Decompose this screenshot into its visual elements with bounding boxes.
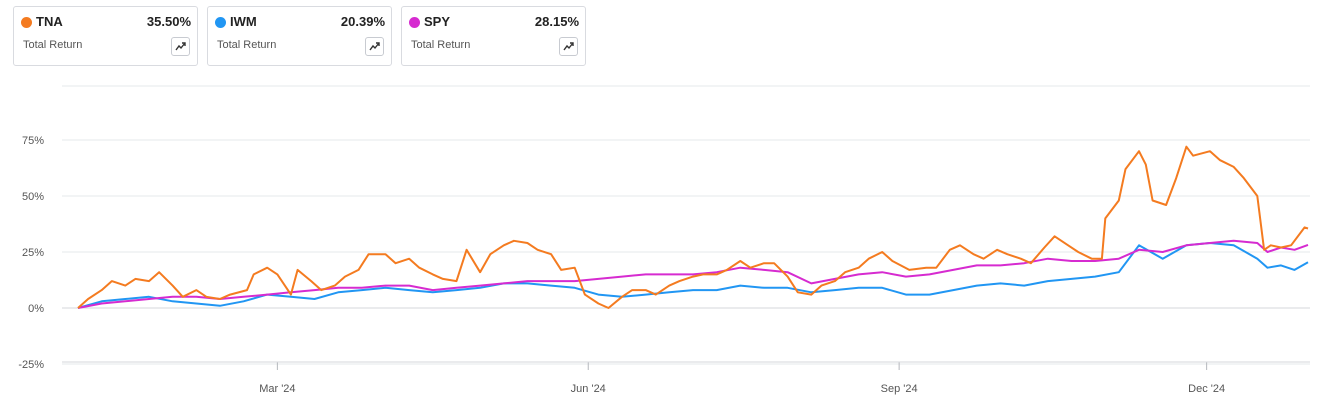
series-lines <box>77 145 1309 309</box>
tna-color-dot <box>21 17 32 28</box>
y-tick-label: 25% <box>22 247 44 259</box>
spy-ticker: SPY <box>424 14 451 29</box>
spy-total-return-value: 28.15% <box>534 14 579 29</box>
iwm-total-return-value: 20.39% <box>340 14 385 29</box>
legend-cards: TNA 35.50% Total Return IWM 20.39% Total… <box>13 6 586 66</box>
y-axis-tick-labels: -25% 0% 25% 50% 75% <box>18 135 44 371</box>
y-tick-label: 0% <box>28 303 44 315</box>
trend-chart-icon[interactable] <box>559 37 578 56</box>
tna-total-return-label: Total Return <box>23 39 83 51</box>
spy-color-dot <box>409 17 420 28</box>
series-line-iwm[interactable] <box>77 242 1309 309</box>
x-tick-label: Mar '24 <box>259 383 295 395</box>
legend-card-tna[interactable]: TNA 35.50% Total Return <box>13 6 198 66</box>
trend-chart-icon[interactable] <box>365 37 384 56</box>
iwm-total-return-label: Total Return <box>217 39 277 51</box>
tna-ticker: TNA <box>36 14 63 29</box>
x-tick-label: Dec '24 <box>1188 383 1225 395</box>
legend-card-spy[interactable]: SPY 28.15% Total Return <box>401 6 586 66</box>
series-line-spy[interactable] <box>77 239 1309 309</box>
trend-chart-icon[interactable] <box>171 37 190 56</box>
legend-card-iwm[interactable]: IWM 20.39% Total Return <box>207 6 392 66</box>
x-axis-ticks: Mar '24 Jun '24 Sep '24 Dec '24 <box>62 361 1310 395</box>
gridlines <box>62 85 1310 365</box>
iwm-ticker: IWM <box>230 14 257 29</box>
series-line-tna[interactable] <box>77 145 1309 309</box>
x-tick-label: Sep '24 <box>881 383 918 395</box>
y-tick-label: -25% <box>18 359 44 371</box>
tna-total-return-value: 35.50% <box>146 14 191 29</box>
x-tick-label: Jun '24 <box>571 383 606 395</box>
y-tick-label: 50% <box>22 191 44 203</box>
y-tick-label: 75% <box>22 135 44 147</box>
total-return-line-chart: -25% 0% 25% 50% 75% Mar '24 Jun '24 Sep '24 Dec… <box>18 85 1310 395</box>
iwm-color-dot <box>215 17 226 28</box>
spy-total-return-label: Total Return <box>411 39 471 51</box>
